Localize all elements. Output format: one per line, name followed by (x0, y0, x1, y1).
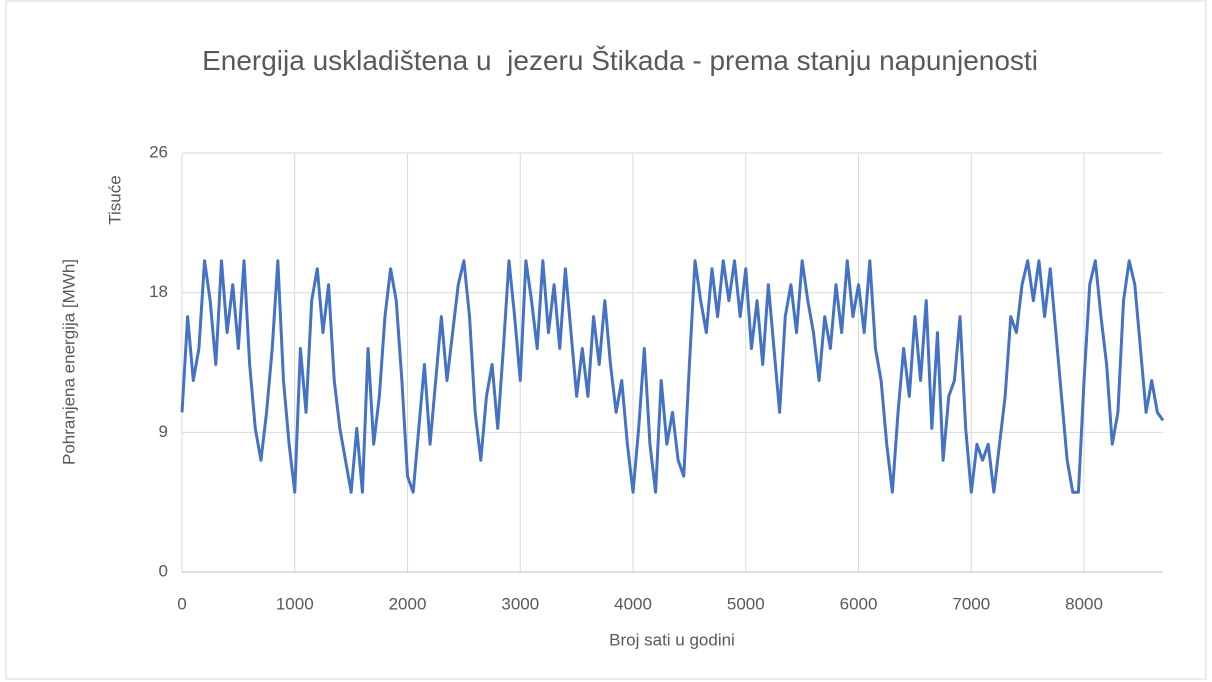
x-tick-label: 5000 (727, 594, 765, 613)
y-tick-label: 0 (159, 561, 168, 580)
x-tick-label: 6000 (840, 594, 878, 613)
chart-title: Energija uskladištena u jezeru Štikada -… (202, 45, 1038, 76)
x-axis-title: Broj sati u godini (609, 630, 735, 649)
x-tick-label: 3000 (501, 594, 539, 613)
x-tick-label: 8000 (1065, 594, 1103, 613)
y-tick-label: 9 (159, 422, 168, 441)
y-display-unit: Tisuće (105, 175, 124, 224)
data-line (180, 259, 1165, 494)
y-tick-label: 18 (149, 282, 168, 301)
x-tick-label: 0 (177, 594, 186, 613)
x-tick-label: 1000 (276, 594, 314, 613)
y-tick-label: 26 (149, 142, 168, 161)
y-axis-title: Pohranjena energija [MWh] (59, 259, 78, 465)
x-tick-label: 7000 (952, 594, 990, 613)
x-tick-label: 4000 (614, 594, 652, 613)
chart-frame (5, 0, 1207, 680)
x-tick-label: 2000 (389, 594, 427, 613)
